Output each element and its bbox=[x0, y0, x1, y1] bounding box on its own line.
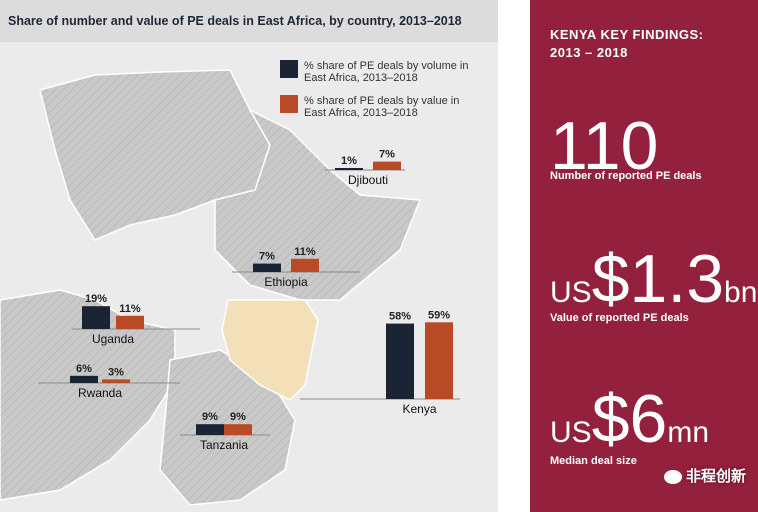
kenya-bar-value bbox=[425, 322, 453, 399]
ethiopia-label-volume: 7% bbox=[259, 251, 275, 263]
key-findings-title: KENYA KEY FINDINGS: bbox=[550, 27, 704, 42]
rwanda-bar-volume bbox=[70, 375, 98, 383]
kenya-label-value: 59% bbox=[428, 309, 450, 321]
deals-label: Number of reported PE deals bbox=[550, 170, 702, 182]
key-findings-heading: KENYA KEY FINDINGS: 2013 – 2018 bbox=[550, 26, 704, 62]
rwanda-label-value: 3% bbox=[108, 366, 124, 378]
kenya-label-volume: 58% bbox=[389, 311, 411, 323]
region-horn bbox=[214, 108, 422, 301]
uganda-country-label: Uganda bbox=[92, 332, 134, 346]
ethiopia-label-value: 11% bbox=[294, 246, 316, 258]
key-findings-panel: KENYA KEY FINDINGS: 2013 – 2018 110 Numb… bbox=[530, 0, 758, 512]
deal-value-label: Value of reported PE deals bbox=[550, 312, 689, 324]
deal-value: US$1.3bn bbox=[550, 245, 757, 313]
rwanda-bar-value bbox=[102, 379, 130, 383]
legend-volume-swatch bbox=[280, 60, 298, 78]
rwanda-country-label: Rwanda bbox=[78, 386, 122, 400]
djibouti-bar-volume bbox=[335, 168, 363, 170]
tanzania-label-value: 9% bbox=[230, 411, 246, 423]
kenya-bar-volume bbox=[386, 323, 414, 399]
tanzania-bar-volume bbox=[196, 424, 224, 435]
watermark-text: 非程创新 bbox=[685, 468, 746, 485]
uganda-label-volume: 19% bbox=[85, 293, 107, 305]
kenya-country-label: Kenya bbox=[402, 402, 436, 416]
legend-volume-label: % share of PE deals by volume in East Af… bbox=[304, 60, 469, 84]
deals-number: 110 bbox=[550, 108, 659, 184]
bars-layer: 1% 7% Djibouti 7% 11% Ethiopia 19% 11% Uganda 6% 3… bbox=[38, 149, 460, 452]
legend-value-swatch bbox=[280, 95, 298, 113]
median-size-suffix: mn bbox=[667, 416, 710, 449]
djibouti-label-volume: 1% bbox=[341, 155, 357, 167]
ethiopia-country-label: Ethiopia bbox=[264, 275, 308, 289]
title-bar: Share of number and value of PE deals in… bbox=[0, 0, 498, 42]
key-findings-period: 2013 – 2018 bbox=[550, 45, 628, 60]
uganda-bar-value bbox=[116, 315, 144, 329]
deal-value-number: $1.3 bbox=[591, 241, 725, 317]
legend-value-label: % share of PE deals by value in East Afr… bbox=[304, 95, 460, 119]
map-countries bbox=[0, 69, 422, 506]
chart-title: Share of number and value of PE deals in… bbox=[8, 14, 462, 28]
ethiopia-bar-volume bbox=[253, 263, 281, 272]
east-africa-map: 1% 7% Djibouti 7% 11% Ethiopia 19% 11% Uganda 6% 3… bbox=[0, 69, 460, 506]
median-size: US$6mn bbox=[550, 385, 709, 453]
rwanda-label-volume: 6% bbox=[76, 363, 92, 375]
median-size-prefix: US bbox=[550, 416, 592, 449]
tanzania-country-label: Tanzania bbox=[200, 438, 248, 452]
uganda-bar-volume bbox=[82, 306, 110, 329]
djibouti-country-label: Djibouti bbox=[348, 173, 388, 187]
tanzania-bar-value bbox=[224, 424, 252, 435]
uganda-label-value: 11% bbox=[119, 303, 141, 315]
kenya-shape bbox=[221, 299, 319, 401]
map-panel: 1% 7% Djibouti 7% 11% Ethiopia 19% 11% Uganda 6% 3… bbox=[0, 0, 498, 512]
djibouti-bar-value bbox=[373, 161, 401, 170]
deal-value-prefix: US bbox=[550, 276, 592, 309]
watermark: 非程创新 bbox=[663, 465, 746, 486]
wechat-icon bbox=[663, 470, 682, 485]
ethiopia-bar-value bbox=[291, 258, 319, 272]
median-size-label: Median deal size bbox=[550, 455, 637, 467]
median-size-number: $6 bbox=[591, 381, 668, 457]
tanzania-label-volume: 9% bbox=[202, 411, 218, 423]
djibouti-label-value: 7% bbox=[379, 149, 395, 161]
deal-value-suffix: bn bbox=[724, 276, 758, 309]
